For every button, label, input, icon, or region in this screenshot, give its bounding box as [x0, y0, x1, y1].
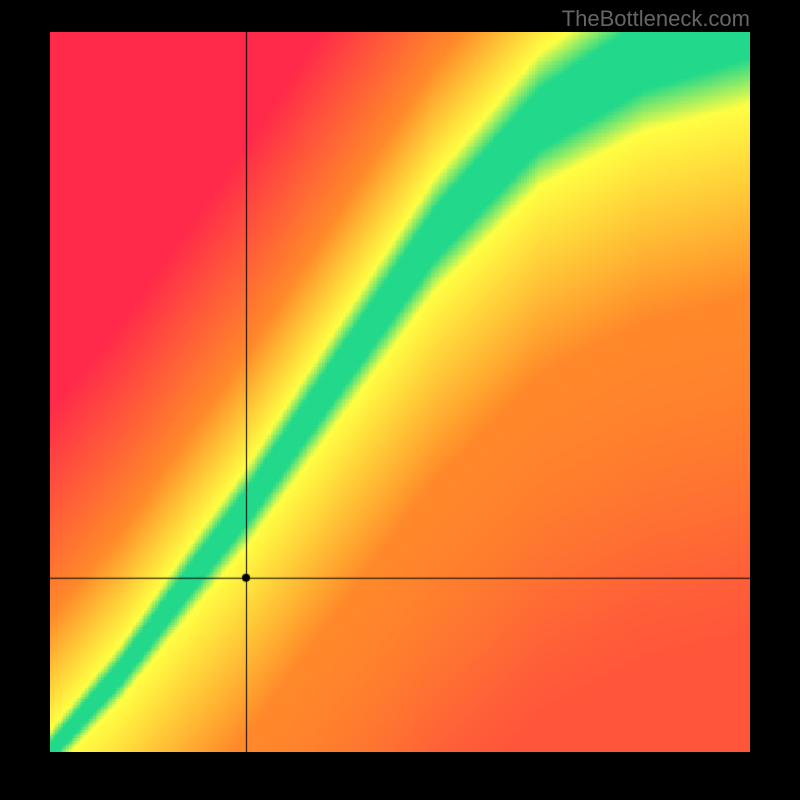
watermark-text: TheBottleneck.com	[562, 6, 750, 32]
heatmap-canvas	[50, 32, 750, 752]
plot-area	[50, 32, 750, 752]
chart-container: TheBottleneck.com	[0, 0, 800, 800]
